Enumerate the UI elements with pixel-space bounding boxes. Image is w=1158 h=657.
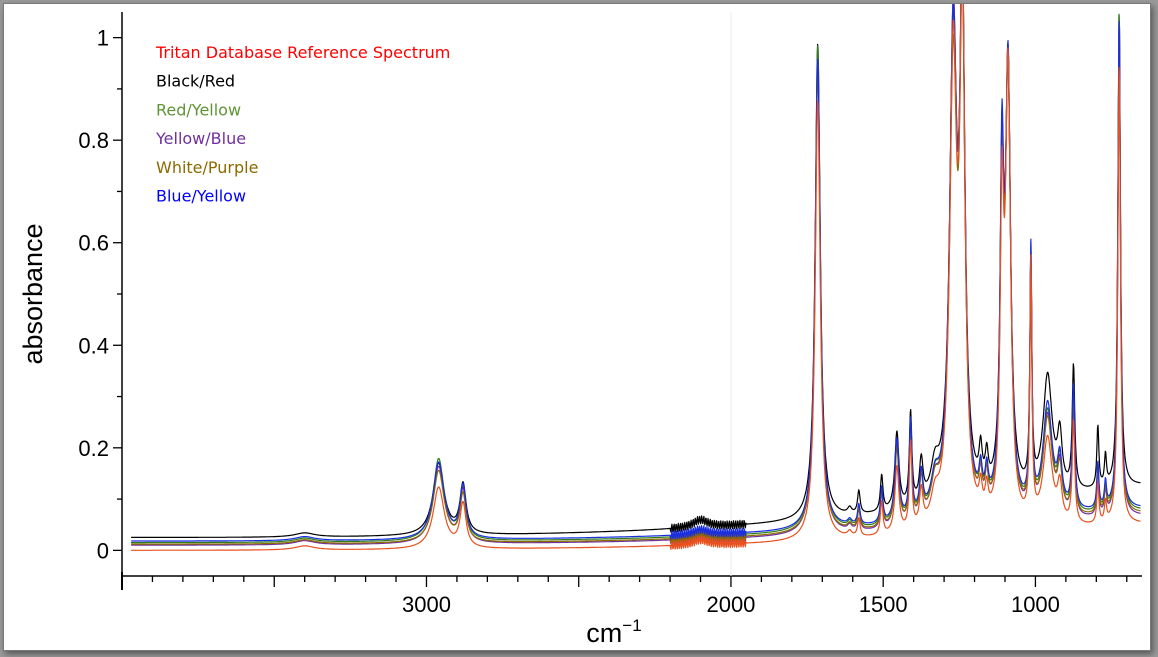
series-line-3	[131, 4, 1141, 546]
y-tick-label: 1	[97, 26, 109, 51]
y-tick-label: 0.8	[78, 128, 109, 153]
legend-entry-3: Yellow/Blue	[155, 129, 246, 148]
legend-entry-2: Red/Yellow	[156, 100, 241, 119]
chart-frame: 0 0.2 0.4 0.6 0.8 1 3000 2000 1500 1000 Tritan Da…	[3, 3, 1151, 651]
x-tick-label: 2000	[706, 592, 755, 617]
x-tick-label: 1000	[1011, 592, 1060, 617]
series-line-1	[131, 4, 1141, 538]
x-axis-title-base: cm	[586, 618, 622, 648]
axes: 0 0.2 0.4 0.6 0.8 1 3000 2000 1500 1000	[78, 12, 1142, 617]
series-line-4	[131, 4, 1141, 545]
series-line-0	[131, 4, 1141, 551]
y-tick-label: 0	[97, 538, 109, 563]
spectra-series	[131, 4, 1141, 551]
x-tick-label: 1500	[859, 592, 908, 617]
y-tick-label: 0.4	[78, 333, 109, 358]
legend: Tritan Database Reference Spectrum Black/…	[155, 43, 450, 206]
series-line-5	[131, 4, 1141, 542]
spectrum-chart: 0 0.2 0.4 0.6 0.8 1 3000 2000 1500 1000 Tritan Da…	[18, 4, 1142, 648]
x-axis-title-exponent: −1	[622, 616, 641, 635]
legend-entry-4: White/Purple	[156, 158, 258, 177]
legend-entry-1: Black/Red	[156, 72, 235, 91]
y-tick-label: 0.6	[78, 231, 109, 256]
legend-entry-0: Tritan Database Reference Spectrum	[155, 43, 450, 62]
x-axis-title: cm−1	[586, 616, 641, 648]
legend-entry-5: Blue/Yellow	[156, 187, 246, 206]
y-tick-label: 0.2	[78, 436, 109, 461]
x-tick-label: 3000	[402, 592, 451, 617]
y-axis-title: absorbance	[18, 223, 48, 364]
